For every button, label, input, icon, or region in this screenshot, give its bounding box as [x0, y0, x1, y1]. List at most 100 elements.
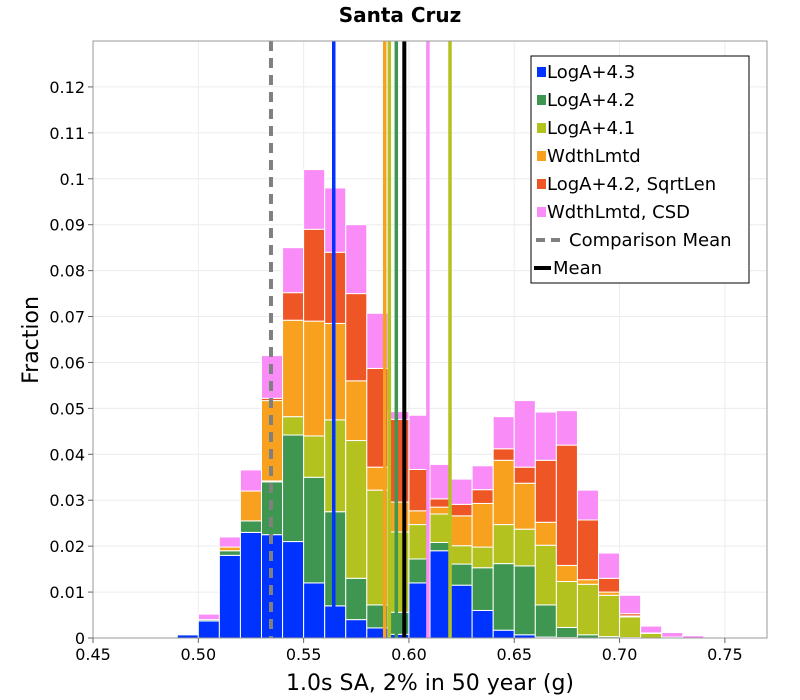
bar-segment [513, 400, 536, 468]
bar-segment [218, 554, 241, 639]
bar-segment [282, 319, 305, 418]
bar-segment [513, 528, 536, 567]
bar-segment [282, 292, 305, 321]
bar-segment [218, 536, 241, 548]
legend-box [530, 55, 750, 284]
bar-segment [492, 524, 515, 565]
bar-segment [239, 469, 262, 492]
bar-segment [576, 579, 599, 585]
bar-segment [239, 490, 262, 522]
bar-segment [513, 565, 536, 636]
legend-label: Mean [553, 258, 602, 279]
bar-segment [471, 502, 494, 548]
bar-segment [513, 482, 536, 530]
bar-segment [450, 563, 473, 586]
bar-segment [282, 247, 305, 294]
bar-segment [640, 632, 663, 639]
bar-segment [576, 519, 599, 581]
series-mean-lines [268, 41, 452, 638]
x-tick-label: 0.60 [391, 645, 427, 664]
y-tick-label: 0.11 [49, 124, 85, 143]
legend-label: Comparison Mean [569, 230, 732, 251]
bar-segment [492, 448, 515, 461]
bar-segment [661, 631, 684, 638]
bar-segment [534, 521, 557, 546]
legend-swatch [537, 207, 546, 217]
bar-segment [261, 355, 284, 399]
bar-segment [640, 625, 663, 634]
y-tick-label: 0 [75, 629, 85, 648]
legend-label: LogA+4.2, SqrtLen [547, 174, 716, 195]
bar-segment [345, 293, 368, 382]
y-axis-label: Fraction [19, 296, 44, 384]
bar-segment [534, 459, 557, 523]
bar-segment [345, 619, 368, 639]
bar-segment [450, 545, 473, 565]
x-tick-label: 0.50 [181, 645, 217, 664]
legend-label: LogA+4.1 [547, 118, 635, 139]
y-tick-label: 0.12 [49, 78, 85, 97]
bar-segment [555, 564, 578, 583]
bar-segment [555, 626, 578, 639]
bar-segment [534, 411, 557, 461]
legend-swatch [537, 123, 546, 133]
bar-segment [408, 414, 431, 470]
bar-segment [619, 594, 642, 615]
bar-segment [345, 577, 368, 621]
bar-segment [429, 463, 452, 500]
x-tick-label: 0.70 [602, 645, 638, 664]
bar-segment [576, 583, 599, 636]
legend: LogA+4.3 LogA+4.2 LogA+4.1 WdthLmtd LogA+4.2… [530, 55, 750, 284]
bar-segment [450, 515, 473, 547]
bar-segment [239, 531, 262, 639]
bar-segment [598, 577, 621, 593]
bar-segment [598, 594, 621, 638]
bar-segment [534, 544, 557, 606]
bar-segment [345, 440, 368, 579]
bar-segment [555, 581, 578, 628]
y-tick-label: 0.03 [49, 491, 85, 510]
bar-segment [282, 541, 305, 639]
y-tick-label: 0.04 [49, 445, 85, 464]
bar-segment [576, 489, 599, 521]
bar-segment [429, 513, 452, 543]
bar-segment [303, 169, 326, 230]
bar-segment [345, 224, 368, 295]
bar-segment [345, 380, 368, 442]
bar-segment [303, 228, 326, 322]
bar-segment [197, 620, 220, 639]
legend-swatch [537, 67, 546, 77]
y-tick-label: 0.09 [49, 216, 85, 235]
bar-segment [492, 563, 515, 631]
y-tick-label: 0.05 [49, 399, 85, 418]
bar-segment [429, 498, 452, 508]
plot-frame [92, 40, 768, 639]
bar-segment [282, 434, 305, 543]
bar-segment [303, 320, 326, 437]
bar-segment [450, 503, 473, 517]
bar-segment [303, 435, 326, 478]
y-axis-ticks: 0 0.01 0.02 0.03 0.04 0.05 0.06 0.07 0.08 0.09 0.1… [49, 78, 93, 648]
legend-swatch [537, 95, 546, 105]
x-axis-ticks: 0.45 0.50 0.55 0.60 0.65 0.70 0.75 [75, 638, 743, 664]
bar-segment [218, 546, 241, 552]
bar-segment [450, 584, 473, 639]
bar-segment [534, 604, 557, 638]
y-tick-label: 0.06 [49, 353, 85, 372]
bar-segment [239, 520, 262, 533]
bar-segment [619, 616, 642, 639]
bar-segment [471, 489, 494, 504]
bar-segment [555, 444, 578, 566]
bar-segment [218, 550, 241, 556]
y-tick-label: 0.02 [49, 537, 85, 556]
y-tick-label: 0.01 [49, 583, 85, 602]
y-tick-label: 0.1 [60, 170, 85, 189]
x-tick-label: 0.75 [707, 645, 743, 664]
plot-border [92, 40, 768, 639]
y-tick-label: 0.08 [49, 262, 85, 281]
bar-segment [429, 541, 452, 552]
legend-label: LogA+4.3 [547, 62, 635, 83]
bar-segment [492, 459, 515, 526]
bar-segment [303, 476, 326, 584]
